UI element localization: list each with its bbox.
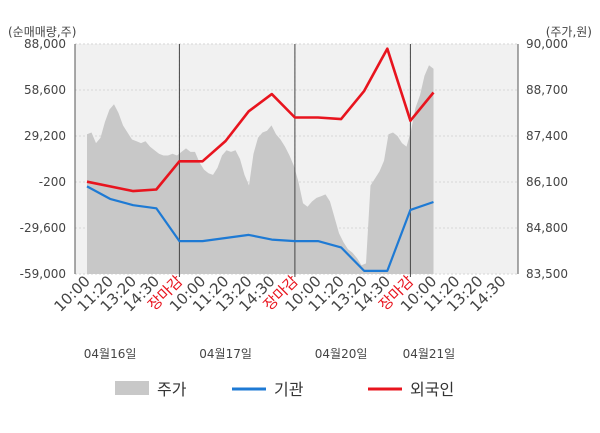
right-tick-label: 88,700 — [526, 83, 568, 97]
right-tick-label: 87,400 — [526, 129, 568, 143]
left-tick-label: 29,200 — [24, 129, 66, 143]
day-label: 04월20일 — [315, 347, 368, 361]
day-label: 04월17일 — [199, 347, 252, 361]
right-tick-label: 83,500 — [526, 267, 568, 281]
price-area — [87, 65, 434, 274]
left-tick-label: 88,000 — [24, 37, 66, 51]
right-tick-label: 86,100 — [526, 175, 568, 189]
legend: 주가 기관 외국인 — [115, 380, 454, 399]
legend-swatch-area — [115, 381, 149, 395]
left-tick-label: 58,600 — [24, 83, 66, 97]
day-labels: 04월16일 04월17일 04월20일 04월21일 — [84, 347, 455, 361]
left-axis-ticks: 88,000 58,600 29,200 -200 -29,600 -59,000 — [20, 37, 66, 281]
right-axis-ticks: 90,000 88,700 87,400 86,100 84,800 83,500 — [526, 37, 568, 281]
legend-label: 외국인 — [410, 380, 454, 399]
right-axis-title: (주가,원) — [546, 25, 592, 39]
series-line — [86, 185, 434, 272]
left-tick-label: -200 — [39, 175, 66, 189]
left-axis-title: (순매매량,주) — [8, 25, 76, 39]
left-tick-label: -29,600 — [20, 221, 66, 235]
x-axis-ticks: 10:0011:2013:2014:30장마감10:0011:2013:2014… — [51, 272, 510, 315]
day-label: 04월21일 — [403, 347, 456, 361]
right-tick-label: 84,800 — [526, 221, 568, 235]
day-label: 04월16일 — [84, 347, 137, 361]
left-tick-label: -59,000 — [20, 267, 66, 281]
legend-label: 기관 — [274, 380, 304, 399]
series-line — [86, 47, 435, 193]
right-tick-label: 90,000 — [526, 37, 568, 51]
price-area-layer — [87, 65, 434, 274]
legend-label: 주가 — [157, 380, 187, 399]
series-lines — [86, 47, 435, 272]
